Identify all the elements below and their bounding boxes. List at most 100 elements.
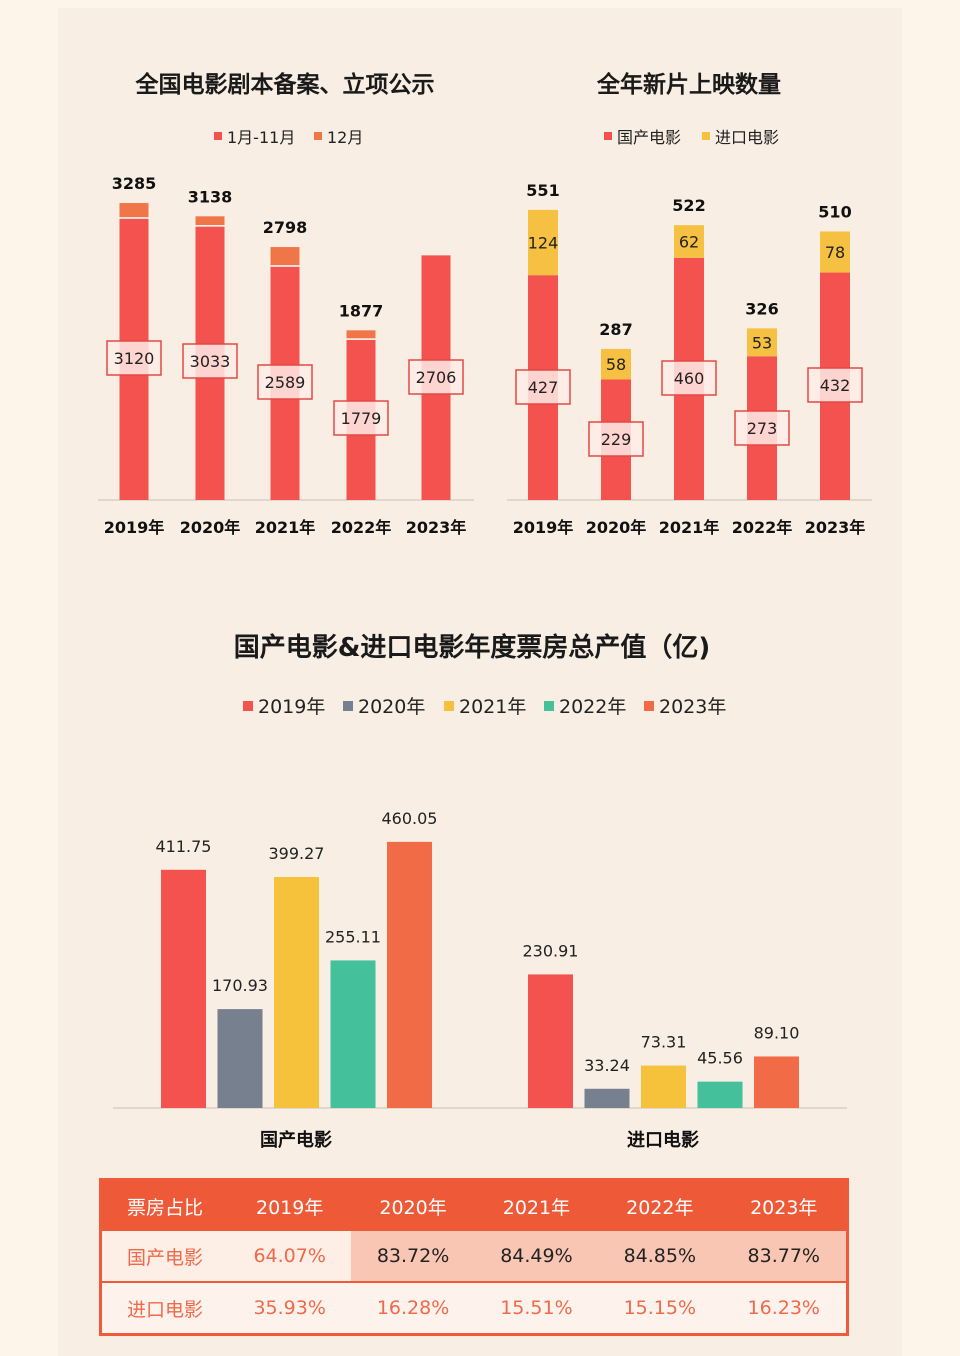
share-table-cell: 16.23%	[721, 1282, 848, 1335]
chart3-legend-swatch	[243, 701, 253, 711]
bar-segment-进口电影	[674, 225, 704, 258]
bar-value-label: 229	[601, 430, 632, 449]
bar-value-label: 170.93	[212, 976, 268, 995]
chart3-legend-swatch	[644, 701, 654, 711]
chart3-legend-label: 2019年	[258, 696, 325, 718]
x-tick-label: 国产电影	[260, 1129, 332, 1151]
bar-value-label: 2589	[265, 373, 306, 392]
share-table-header-cell: 2022年	[598, 1179, 722, 1231]
chart3-bars: 411.75 170.93 399.27 255.11 460.05 国产电影 230.91…	[156, 809, 800, 1151]
bar-2019年	[528, 974, 573, 1108]
bar-segment-进口电影	[820, 231, 850, 273]
charts-canvas: 全国电影剧本备案、立项公示 1月-11月 12月 3120 3285 2019年 30…	[98, 71, 872, 1151]
bar-value-label: 411.75	[156, 837, 212, 856]
bar-2022年	[330, 960, 376, 1108]
bar-value-box	[408, 359, 464, 395]
x-tick-label: 2021年	[659, 518, 720, 537]
chart1-title: 全国电影剧本备案、立项公示	[135, 71, 435, 98]
bar-2023年	[387, 841, 432, 1108]
bar-value-label: 3033	[190, 352, 231, 371]
bar-value-box	[333, 400, 389, 436]
chart1-legend-swatch-1	[214, 132, 222, 140]
bar-value-label: 399.27	[269, 844, 325, 863]
x-tick-label: 2020年	[180, 518, 241, 537]
bar-value-label: 73.31	[641, 1033, 687, 1052]
bar-segment-进口电影	[601, 348, 631, 380]
chart3-legend-label: 2022年	[559, 696, 626, 718]
bar-value-label: 230.91	[523, 941, 579, 960]
bar-segment-12月	[119, 203, 149, 218]
share-table-cell: 16.28%	[351, 1282, 475, 1335]
bar-value-label: 460.05	[382, 809, 438, 828]
chart1-bars: 3120 3285 2019年 3033 3138 2020年 2589 2798 2021年 1…	[104, 174, 467, 537]
bar-segment-label: 62	[679, 232, 699, 251]
bar-value-box	[182, 343, 238, 379]
bar-total-label: 287	[599, 320, 632, 339]
bar-value-label: 427	[528, 378, 559, 397]
bar-value-box	[807, 367, 863, 403]
x-tick-label: 2022年	[732, 518, 793, 537]
bar-segment-label: 53	[752, 333, 772, 352]
bar-segment-12月	[346, 330, 376, 340]
bar-value-label: 1779	[341, 409, 382, 428]
x-tick-label: 2023年	[805, 518, 866, 537]
bar-value-label: 460	[674, 369, 705, 388]
bar-total-label: 551	[526, 181, 559, 200]
share-table-cell: 进口电影	[100, 1282, 228, 1335]
chart1-legend: 1月-11月 12月	[214, 128, 363, 147]
share-table-cell: 35.93%	[228, 1282, 352, 1335]
bar-2020年	[217, 1009, 263, 1108]
x-tick-label: 2022年	[331, 518, 392, 537]
chart1-legend-swatch-2	[314, 132, 322, 140]
share-table-cell: 64.07%	[228, 1231, 352, 1283]
chart2-bars: 124 427 551 2019年 58 229 287 2020年 62 460 522 2021年…	[513, 181, 866, 537]
chart3-title: 国产电影&进口电影年度票房总产值（亿)	[234, 632, 711, 663]
chart2-legend-label-1: 国产电影	[617, 128, 681, 147]
bar-value-label: 33.24	[584, 1056, 630, 1075]
bar-value-label: 432	[820, 376, 851, 395]
bar-value-label: 3120	[114, 349, 155, 368]
bar-segment-进口电影	[747, 328, 777, 357]
bar-2021年	[274, 877, 319, 1108]
bar-total-label: 326	[745, 299, 778, 318]
chart3-legend-label: 2021年	[459, 696, 526, 718]
x-tick-label: 2019年	[104, 518, 165, 537]
x-tick-label: 进口电影	[627, 1129, 699, 1151]
bar-2020年	[584, 1088, 630, 1108]
x-tick-label: 2020年	[586, 518, 647, 537]
bar-value-label: 273	[747, 419, 778, 438]
bar-value-box	[257, 364, 313, 400]
bar-2019年	[161, 869, 206, 1108]
bar-value-box	[106, 340, 162, 376]
bar-total-label: 522	[672, 196, 705, 215]
bar-value-label: 2706	[416, 368, 457, 387]
chart3-legend-label: 2023年	[659, 696, 726, 718]
share-table-header-cell: 2020年	[351, 1179, 475, 1231]
share-table-header-cell: 票房占比	[100, 1179, 228, 1231]
share-table-header-row: 票房占比 2019年 2020年 2021年 2022年 2023年	[100, 1179, 848, 1231]
share-table-header-cell: 2023年	[721, 1179, 848, 1231]
chart2-legend-swatch-2	[702, 132, 710, 140]
bar-value-box	[661, 360, 717, 396]
box-office-share-table: 票房占比 2019年 2020年 2021年 2022年 2023年 国产电影 …	[99, 1178, 849, 1336]
bar-value-box	[515, 369, 571, 405]
share-table-cell: 83.72%	[351, 1231, 475, 1283]
x-tick-label: 2021年	[255, 518, 316, 537]
chart2-legend-label-2: 进口电影	[715, 128, 779, 147]
bar-segment-12月	[270, 247, 300, 266]
chart2-legend: 国产电影 进口电影	[604, 128, 779, 147]
bar-2023年	[754, 1056, 799, 1108]
x-tick-label: 2023年	[406, 518, 467, 537]
bar-segment-label: 78	[825, 243, 845, 262]
bar-total-label: 510	[818, 202, 851, 221]
chart3-legend-label: 2020年	[358, 696, 425, 718]
chart2-title: 全年新片上映数量	[596, 71, 781, 98]
chart3-legend-swatch	[444, 701, 454, 711]
chart1-legend-label-1: 1月-11月	[227, 128, 295, 147]
bar-segment-label: 124	[528, 234, 559, 253]
bar-segment-进口电影	[528, 209, 558, 276]
bar-segment-label: 58	[606, 355, 626, 374]
bar-2022年	[697, 1081, 743, 1108]
chart3-legend: 2019年 2020年 2021年 2022年 2023年	[243, 696, 726, 718]
chart3-legend-swatch	[343, 701, 353, 711]
